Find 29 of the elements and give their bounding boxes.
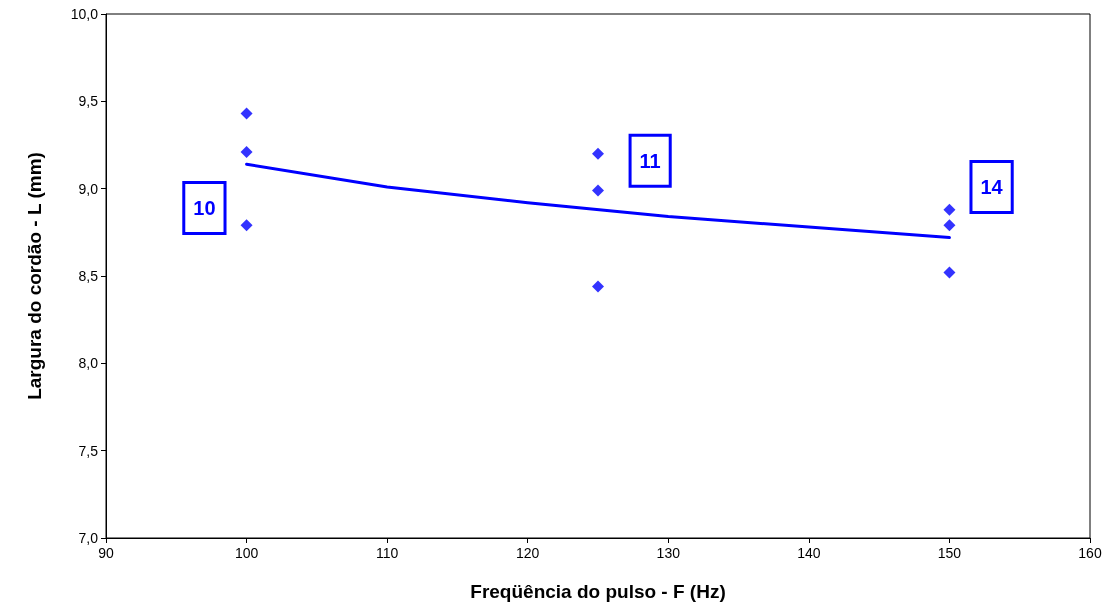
y-tick-label: 8,0 bbox=[78, 355, 99, 372]
x-axis-title: Freqüência do pulso - F (Hz) bbox=[470, 581, 726, 602]
x-tick-label: 120 bbox=[516, 545, 540, 561]
point bbox=[943, 203, 956, 216]
point bbox=[240, 145, 253, 158]
x-tick-label: 90 bbox=[98, 545, 114, 561]
y-axis-title: Largura do cordão - L (mm) bbox=[24, 152, 45, 400]
x-tick-label: 130 bbox=[656, 545, 681, 561]
annotation: 11 bbox=[639, 149, 661, 172]
y-tick-label: 10,0 bbox=[70, 6, 99, 22]
point bbox=[943, 266, 956, 279]
x-tick-label: 160 bbox=[1078, 545, 1102, 561]
y-tick-label: 9,0 bbox=[78, 180, 99, 197]
y-tick-label: 8,5 bbox=[78, 268, 99, 284]
point bbox=[240, 107, 253, 120]
annotation: 14 bbox=[980, 175, 1004, 198]
y-tick-label: 9,5 bbox=[78, 93, 99, 110]
point bbox=[592, 147, 604, 160]
x-tick-label: 110 bbox=[375, 545, 399, 561]
x-tick-label: 100 bbox=[234, 545, 259, 561]
point bbox=[943, 219, 956, 232]
point bbox=[240, 219, 253, 232]
point bbox=[592, 280, 604, 293]
point bbox=[592, 184, 604, 197]
x-tick-label: 140 bbox=[797, 545, 821, 561]
x-tick-label: 150 bbox=[937, 545, 962, 561]
y-tick-label: 7,5 bbox=[78, 442, 99, 459]
annotation: 10 bbox=[193, 196, 216, 219]
y-tick-label: 7,0 bbox=[78, 530, 99, 546]
